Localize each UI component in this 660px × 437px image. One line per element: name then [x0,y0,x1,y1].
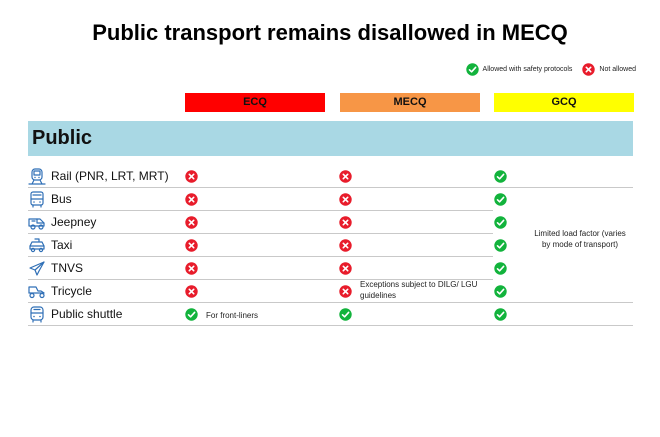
row-divider [28,302,493,303]
tricycle-icon [28,283,46,300]
cross-icon [185,193,198,206]
row-divider [493,302,633,303]
check-icon [494,239,507,252]
check-icon [494,216,507,229]
cross-icon [339,170,352,183]
mecq-tricycle-note: Exceptions subject to DILG/ LGU guidelin… [360,280,478,300]
mode-label: Jeepney [51,215,97,229]
check-icon [494,262,507,275]
mode-label: Bus [51,192,72,206]
table-row: Bus [28,188,633,211]
legend-not-allowed: Not allowed [582,63,636,76]
plane-icon [28,260,46,277]
cross-icon [339,193,352,206]
check-icon [339,308,352,321]
row-divider [28,187,493,188]
check-icon [494,285,507,298]
cross-icon [185,216,198,229]
train-icon [28,168,46,185]
mode-label: Rail (PNR, LRT, MRT) [51,169,169,183]
cross-icon [185,285,198,298]
table-row: Taxi [28,234,633,257]
column-header-mecq: MECQ [340,93,480,112]
row-divider [493,325,633,326]
table-row: Jeepney [28,211,633,234]
legend-allowed: Allowed with safety protocols [465,63,573,76]
ecq-shuttle-note: For front-liners [206,311,259,320]
jeepney-icon [28,214,46,231]
cross-icon [339,285,352,298]
cross-icon [185,170,198,183]
check-icon [494,170,507,183]
column-header-gcq: GCQ [494,93,634,112]
bus-icon [28,191,46,208]
cross-icon [339,262,352,275]
check-icon [465,63,479,76]
check-icon [494,308,507,321]
legend-allowed-label: Allowed with safety protocols [482,66,573,73]
legend-not-allowed-label: Not allowed [599,66,636,73]
table-row: Tricycle [28,280,633,303]
legend: Allowed with safety protocols Not allowe… [456,63,636,76]
cross-icon [582,63,596,76]
section-title: Public [28,121,633,156]
table-row: Public shuttle For front-liners [28,303,633,326]
page-title: Public transport remains disallowed in M… [92,20,568,45]
cross-icon [185,262,198,275]
taxi-icon [28,237,46,254]
row-divider [28,325,493,326]
table-row: TNVS [28,257,633,280]
row-divider [493,187,633,188]
row-divider [28,256,493,257]
cross-icon [185,239,198,252]
row-divider [28,279,493,280]
check-icon [494,193,507,206]
table-row: Rail (PNR, LRT, MRT) [28,165,633,188]
column-header-ecq: ECQ [185,93,325,112]
mode-label: Public shuttle [51,307,123,321]
mode-label: TNVS [51,261,84,275]
cross-icon [339,216,352,229]
gcq-note: Limited load factor (varies by mode of t… [534,229,626,249]
mode-label: Tricycle [51,284,92,298]
row-divider [28,210,493,211]
check-icon [185,308,198,321]
row-divider [28,233,493,234]
shuttle-icon [28,306,46,323]
mode-label: Taxi [51,238,73,252]
cross-icon [339,239,352,252]
